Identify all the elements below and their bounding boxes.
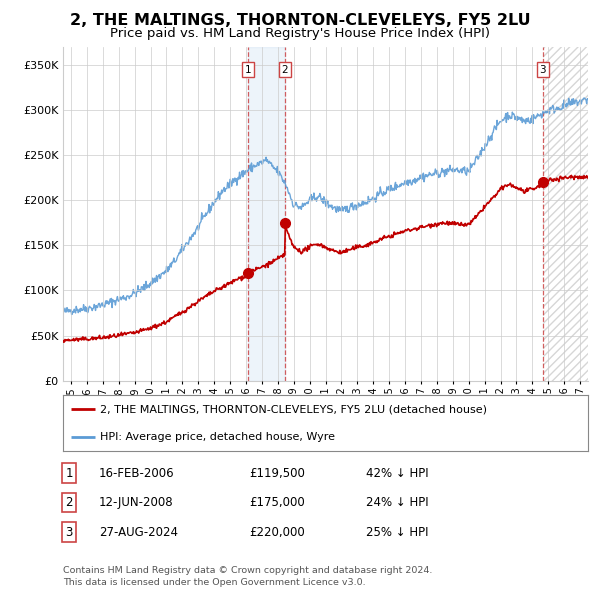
Text: £175,000: £175,000 [249,496,305,509]
Text: 2, THE MALTINGS, THORNTON-CLEVELEYS, FY5 2LU (detached house): 2, THE MALTINGS, THORNTON-CLEVELEYS, FY5… [100,404,487,414]
Text: £119,500: £119,500 [249,467,305,480]
Text: 27-AUG-2024: 27-AUG-2024 [99,526,178,539]
Bar [542,47,588,381]
Text: Contains HM Land Registry data © Crown copyright and database right 2024.
This d: Contains HM Land Registry data © Crown c… [63,566,433,587]
Text: Price paid vs. HM Land Registry's House Price Index (HPI): Price paid vs. HM Land Registry's House … [110,27,490,40]
Text: 16-FEB-2006: 16-FEB-2006 [99,467,175,480]
Text: 1: 1 [65,467,73,480]
Text: 42% ↓ HPI: 42% ↓ HPI [366,467,428,480]
Text: 2: 2 [281,65,288,75]
Text: £220,000: £220,000 [249,526,305,539]
Text: 3: 3 [65,526,73,539]
Text: 3: 3 [539,65,546,75]
Text: HPI: Average price, detached house, Wyre: HPI: Average price, detached house, Wyre [100,432,335,442]
Text: 2: 2 [65,496,73,509]
Text: 25% ↓ HPI: 25% ↓ HPI [366,526,428,539]
Text: 1: 1 [245,65,251,75]
Bar [542,47,588,381]
Bar [248,47,285,381]
Text: 24% ↓ HPI: 24% ↓ HPI [366,496,428,509]
Text: 2, THE MALTINGS, THORNTON-CLEVELEYS, FY5 2LU: 2, THE MALTINGS, THORNTON-CLEVELEYS, FY5… [70,13,530,28]
Text: 12-JUN-2008: 12-JUN-2008 [99,496,173,509]
